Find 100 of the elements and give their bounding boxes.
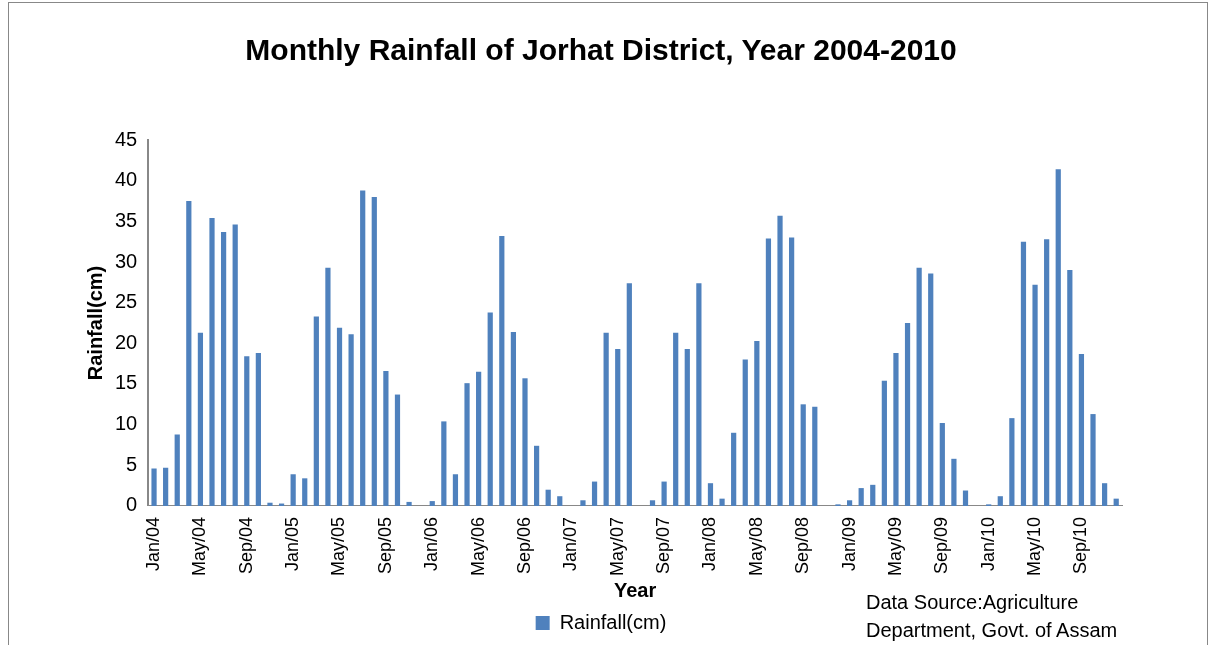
legend-label: Rainfall(cm) (559, 610, 667, 633)
bar (939, 423, 945, 506)
bar (1078, 353, 1085, 506)
bar (1102, 483, 1108, 506)
bar (696, 283, 702, 506)
bar (1090, 414, 1096, 506)
y-tick-label: 35 (115, 208, 138, 231)
x-tick-label: Jan/08 (699, 516, 720, 572)
bar (406, 501, 412, 506)
bar (209, 218, 215, 506)
bar (673, 332, 679, 506)
x-tick-label: Jan/04 (143, 516, 164, 572)
y-tick-label: 0 (126, 493, 138, 516)
x-tick-label: May/06 (467, 516, 488, 576)
bar (661, 481, 667, 506)
bar (186, 201, 192, 506)
bar (452, 474, 459, 506)
x-tick-label: May/08 (745, 516, 766, 576)
bar (812, 406, 818, 506)
x-tick-label: Jan/09 (838, 516, 859, 572)
x-tick-label: Jan/10 (977, 516, 998, 572)
bar (731, 432, 737, 506)
bar (765, 238, 772, 506)
bar (870, 484, 876, 506)
bar (777, 215, 783, 506)
x-tick-label: May/07 (606, 516, 627, 576)
y-tick-label: 40 (115, 168, 138, 191)
bar (487, 312, 493, 506)
bar (615, 349, 621, 506)
bar (336, 327, 343, 506)
bar (1044, 239, 1050, 506)
bar (719, 498, 725, 506)
bar (707, 483, 714, 506)
bar (313, 316, 319, 506)
x-tick-label: Sep/04 (235, 516, 256, 575)
x-tick-label: Sep/06 (513, 516, 534, 575)
bar (197, 332, 204, 506)
bar (580, 500, 586, 506)
bar (591, 481, 598, 506)
bar (951, 458, 957, 506)
bar (464, 383, 470, 506)
bar (649, 500, 656, 506)
bar (499, 235, 505, 506)
bar (533, 445, 540, 506)
bar (881, 380, 887, 506)
bar (163, 467, 169, 506)
x-tick-label: Sep/05 (374, 516, 395, 575)
x-tick-label: Sep/10 (1070, 516, 1091, 575)
bar (858, 488, 864, 506)
bar (626, 283, 632, 506)
y-tick-label: 45 (115, 127, 138, 150)
x-tick-label: Sep/08 (792, 516, 813, 575)
bar (267, 502, 273, 506)
bar (557, 496, 563, 506)
bar (476, 371, 482, 506)
x-tick-label: May/10 (1024, 516, 1045, 576)
bar (893, 353, 899, 506)
x-tick-label: May/05 (328, 516, 349, 576)
bar (916, 267, 922, 506)
source-note: Data Source:Agriculture Department, Govt. of Assam (866, 590, 1119, 643)
x-axis-title: Year (613, 578, 657, 601)
bar (742, 359, 748, 506)
bar (360, 190, 366, 506)
chart-title: Monthly Rainfall of Jorhat District, Year 2004-2010 (245, 33, 957, 67)
bar (371, 196, 377, 506)
bar (302, 478, 308, 506)
bar (904, 322, 911, 506)
bar (846, 500, 853, 506)
bar (394, 394, 401, 506)
bar (255, 353, 261, 506)
y-tick-label: 20 (115, 330, 138, 353)
bar (1020, 241, 1027, 506)
bar (545, 489, 551, 506)
x-tick-label: Jan/06 (421, 516, 442, 572)
bar (789, 237, 795, 506)
bar (928, 273, 934, 506)
x-tick-label: Jan/05 (282, 516, 303, 572)
bar (684, 349, 690, 506)
bar (1009, 418, 1015, 506)
bar (220, 231, 227, 506)
bar (348, 334, 354, 506)
bar (1032, 284, 1038, 506)
bar (962, 490, 969, 506)
x-tick-label: Jan/07 (560, 516, 581, 572)
bar (522, 378, 528, 506)
bar (383, 370, 389, 506)
bar (441, 421, 447, 506)
bar (1113, 498, 1119, 506)
x-tick-label: May/04 (189, 516, 210, 576)
y-tick-label: 10 (115, 412, 138, 435)
bar (997, 496, 1003, 506)
bar (754, 340, 760, 506)
x-tick-label: Sep/07 (653, 516, 674, 575)
bar (174, 434, 180, 506)
bar (800, 404, 806, 506)
y-tick-label: 30 (115, 249, 138, 272)
bar (151, 468, 157, 506)
y-tick-label: 25 (115, 290, 138, 313)
y-tick-label: 5 (126, 452, 138, 475)
bar (603, 332, 609, 506)
